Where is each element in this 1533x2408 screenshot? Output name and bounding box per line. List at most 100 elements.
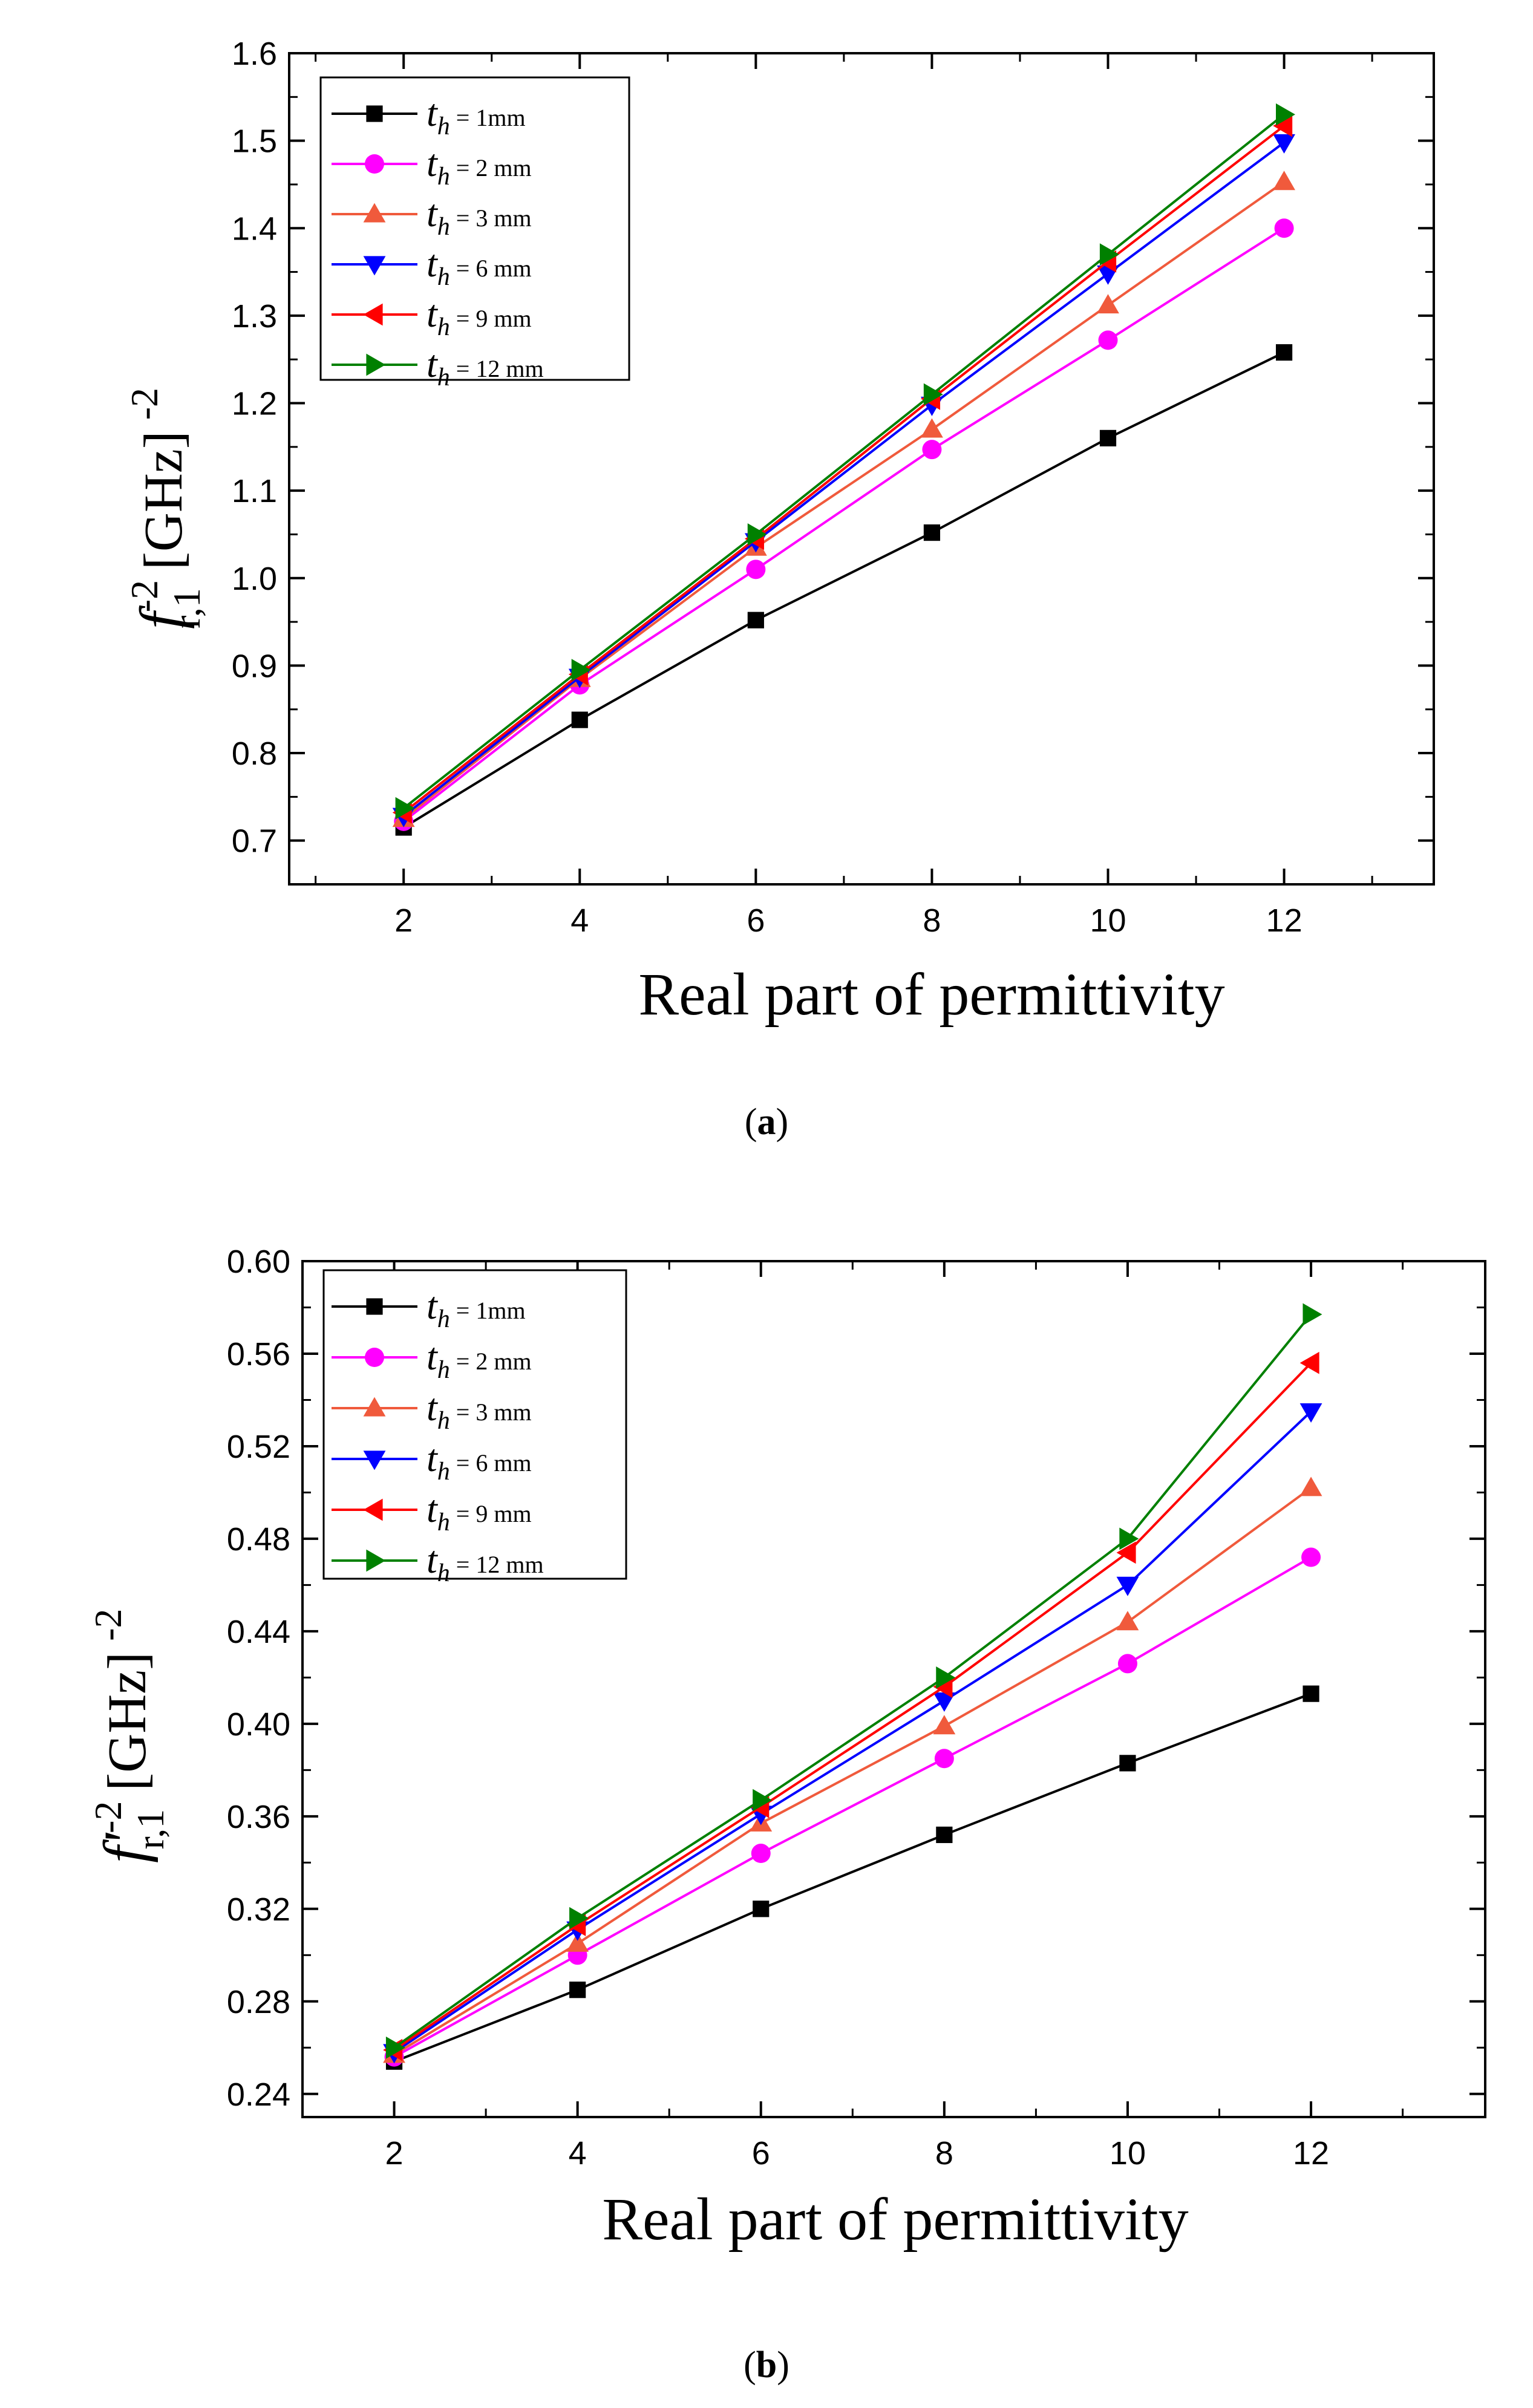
y-label-sup: -2 [87,1801,129,1833]
y-tick-label: 0.56 [227,1336,290,1372]
chart-panel-b: 0.24 0.28 0.32 0.36 0.40 0.44 0.48 0.52 0.56 0.60… [87,1244,1486,2386]
data-point [933,1692,956,1712]
panel-label-a: (a) [745,1101,788,1143]
series-triangle-right [395,103,1295,820]
legend-entry: th = 12 mm [332,342,544,391]
legend-entry: th = 2 mm [332,142,532,191]
y-tick-label: 1.4 [232,210,277,247]
series-line [402,180,1285,820]
legend-marker [365,154,384,174]
data-point [1303,1303,1322,1326]
data-point [934,1749,954,1769]
data-point [747,523,767,546]
y-axis: 0.7 0.8 0.9 1.0 1.1 1.2 1.3 1.4 1.5 1.6 [232,36,1434,860]
data-point [1116,1541,1136,1564]
legend-label: th = 9 mm [427,1487,532,1536]
x-tick-label: 8 [923,902,941,939]
y-tick-label: 0.7 [232,823,277,860]
legend-marker [366,353,386,376]
x-tick-label: 4 [570,902,589,939]
legend-label: th = 1mm [427,1284,526,1333]
y-tick-label: 0.44 [227,1614,290,1650]
x-tick-label: 10 [1110,2135,1146,2171]
series-line [393,1362,1312,2051]
legend-entry: th = 1mm [332,91,526,140]
y-label-unit-sup: -2 [87,1609,129,1641]
y-axis-label: f-2r,1[GHz]-2 [123,388,208,629]
x-axis: 2 4 6 8 10 12 [301,1261,1404,2171]
series-line [402,125,1285,814]
x-tick-label: 4 [569,2135,587,2171]
x-axis: 2 4 6 8 10 12 [315,53,1373,939]
series-line [402,141,1285,817]
data-point [385,2036,405,2059]
legend-marker [363,203,386,223]
legend-marker [363,256,386,276]
series-line [402,113,1285,809]
x-axis-label: Real part of permittivity [602,2185,1188,2253]
data-point [571,659,591,682]
data-point [1098,330,1118,350]
data-point [936,1666,956,1689]
y-label-prime: ' [91,1832,159,1846]
data-point [923,524,941,541]
legend-box [319,76,630,381]
legend-label: th = 1mm [427,91,526,140]
y-tick-label: 0.24 [227,2077,290,2113]
y-label-sup: -2 [123,580,166,612]
y-tick-label: 1.3 [232,298,277,334]
y-tick-label: 0.9 [232,648,277,684]
data-point [569,1907,589,1930]
data-point [1117,1654,1137,1674]
data-point [1301,1547,1321,1567]
data-point [395,797,415,820]
y-tick-label: 0.8 [232,736,277,772]
x-tick-label: 12 [1266,902,1303,939]
y-tick-label: 0.60 [227,1244,290,1280]
data-point [747,612,764,628]
data-point [1299,1351,1319,1374]
series-line [402,227,1285,823]
data-point [1119,1755,1136,1772]
legend-label: th = 6 mm [427,242,532,291]
legend-entry: th = 6 mm [332,1437,532,1486]
data-point [1116,1576,1139,1596]
data-point [1099,243,1119,266]
legend-marker [363,1498,383,1521]
y-tick-label: 0.52 [227,1429,290,1465]
legend-box [322,1269,627,1580]
series-triangle-right [385,1303,1322,2059]
data-point [1303,1685,1319,1702]
data-point [753,1789,773,1812]
data-point [936,1826,953,1844]
x-axis-label: Real part of permittivity [638,961,1224,1028]
data-point [921,418,943,438]
legend-entry: th = 9 mm [332,292,532,341]
data-point [1299,1403,1322,1423]
svg-text:f'-2r,1[GHz]-2: f'-2r,1[GHz]-2 [87,1609,172,1863]
legend-marker [363,1397,386,1417]
series-line [403,351,1285,829]
y-axis-label: f'-2r,1[GHz]-2 [87,1609,172,1863]
legend-label: th = 2 mm [427,142,532,191]
legend-label: th = 2 mm [427,1335,532,1384]
y-tick-label: 1.5 [232,123,277,160]
y-label-unit: [GHz] [97,1652,157,1791]
series-square [395,344,1293,836]
plot-frame [288,52,1435,886]
y-tick-label: 1.1 [232,473,277,509]
legend-entry: th = 3 mm [332,1386,532,1435]
data-point [1119,1527,1139,1550]
data-point [753,1901,770,1917]
data-point [1299,1476,1322,1496]
legend-entry: th = 3 mm [332,192,532,241]
data-point [1273,171,1295,191]
data-point [1275,103,1295,126]
data-point [1116,1611,1139,1631]
legend-label: th = 12 mm [427,342,544,391]
legend-marker [365,1348,384,1367]
